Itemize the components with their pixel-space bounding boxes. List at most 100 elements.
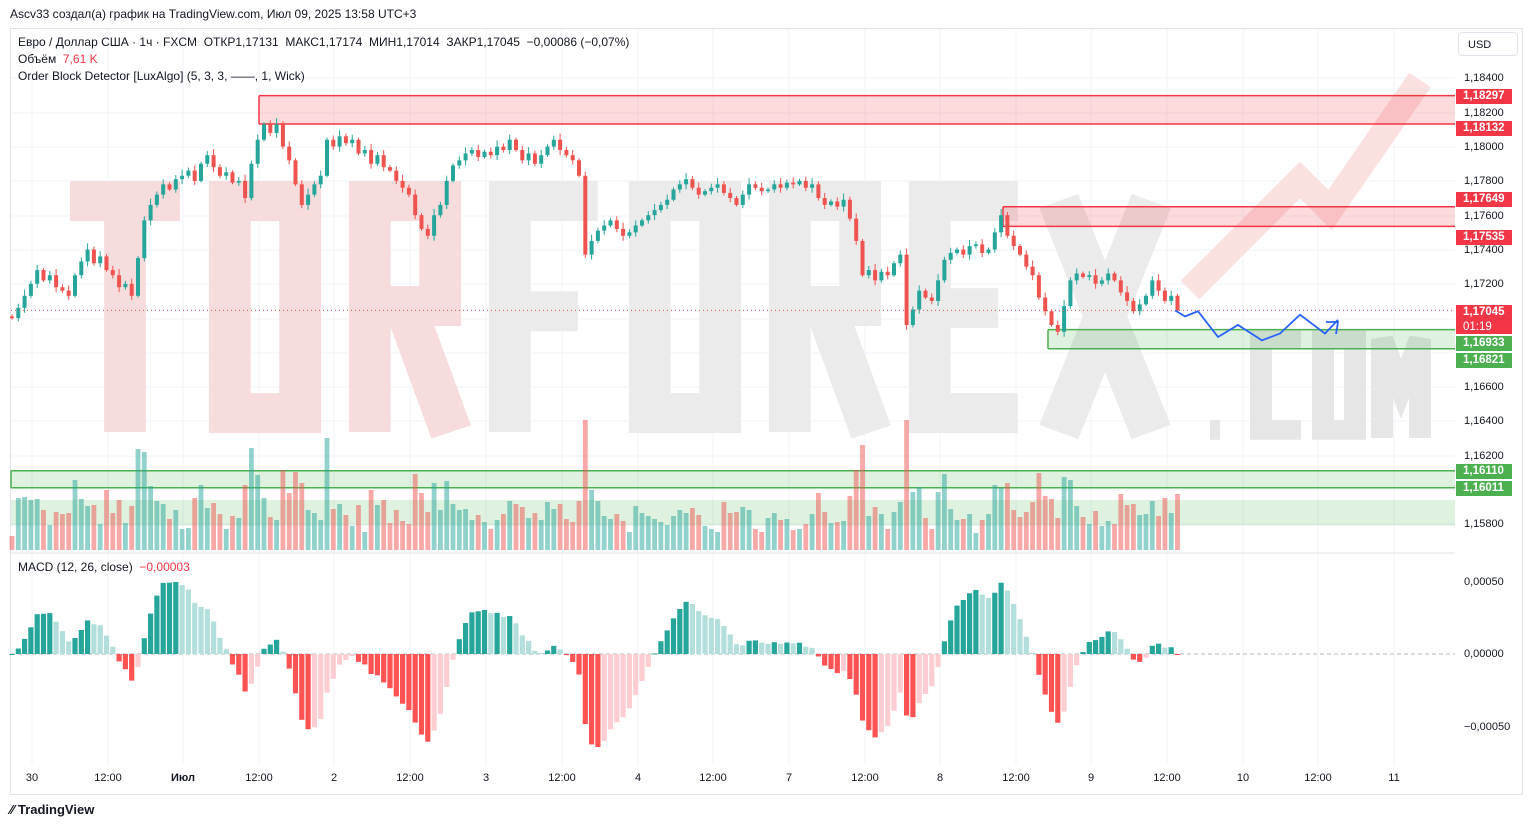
candle-body [47, 275, 52, 281]
price-label: 1,16821 [1456, 353, 1512, 368]
macd-histogram-bar [633, 654, 639, 696]
candle-body [469, 150, 474, 154]
volume-bar [1131, 504, 1136, 550]
candle-body [822, 198, 827, 205]
candle [249, 160, 254, 201]
macd-histogram-bar [746, 640, 752, 654]
candle-body [936, 280, 941, 301]
time-label: 10 [1236, 772, 1250, 784]
macd-histogram-bar [129, 654, 135, 681]
candle [463, 147, 468, 166]
volume-bar [211, 503, 216, 550]
candle-body [262, 124, 266, 140]
macd-histogram-bar [828, 654, 834, 669]
macd-histogram-bar [437, 654, 443, 714]
candle-body [835, 201, 840, 207]
candle [1118, 276, 1123, 296]
currency-button[interactable]: USD [1458, 32, 1518, 56]
volume-bar [160, 504, 166, 550]
tradingview-logo[interactable]: ⁄⁄ TradingView [10, 802, 94, 817]
candle-body [810, 184, 815, 188]
candle [381, 150, 386, 172]
candle-body [457, 160, 462, 166]
macd-histogram-bar [607, 654, 614, 730]
candle [784, 179, 789, 191]
candle-body [1162, 290, 1167, 301]
volume-bar [154, 501, 160, 550]
macd-histogram-bar [261, 648, 267, 654]
candle-body [35, 270, 40, 284]
volume-bar [696, 515, 702, 550]
volume-bar [1099, 526, 1105, 550]
candle [91, 246, 96, 266]
candle-body [123, 283, 128, 288]
candle-body [186, 170, 191, 176]
candle-body [236, 180, 241, 183]
candle [356, 137, 361, 156]
macd-histogram-bar [683, 601, 689, 654]
macd-histogram-bar [670, 618, 677, 654]
macd-histogram-bar [1067, 654, 1073, 687]
price-tick: 1,17800 [1464, 175, 1504, 187]
candle-body [1156, 280, 1161, 291]
macd-label[interactable]: MACD (12, 26, close) [18, 560, 133, 574]
volume-bar [475, 515, 481, 550]
macd-histogram-bar [481, 609, 488, 654]
candle-body [406, 187, 411, 195]
macd-histogram-bar [967, 593, 973, 654]
candle-body [545, 146, 550, 156]
candle-body [583, 175, 588, 255]
macd-histogram-bar [28, 627, 34, 654]
macd-histogram-bar [211, 621, 217, 654]
volume-bar [1168, 513, 1174, 550]
macd-histogram-bar [526, 640, 532, 654]
candle-body [312, 184, 317, 195]
macd-histogram-bar [1080, 651, 1086, 654]
candle [1131, 297, 1136, 314]
candle [690, 176, 695, 191]
candle-body [1049, 311, 1054, 325]
time-label: 11 [1388, 772, 1400, 784]
candle-body [942, 259, 947, 281]
candle [451, 163, 455, 183]
candle [287, 141, 292, 165]
candle-body [224, 172, 229, 176]
candle-body [986, 249, 991, 253]
macd-histogram-bar [878, 654, 884, 733]
price-label: 1,17649 [1456, 192, 1512, 207]
macd-histogram-bar [513, 623, 519, 654]
macd-histogram-bar [626, 654, 632, 709]
time-label: 12:00 [1002, 772, 1030, 784]
candle-body [205, 155, 210, 164]
candle-body [73, 275, 77, 296]
macd-histogram-bar [349, 654, 355, 656]
candle [961, 245, 966, 258]
candle [633, 220, 638, 237]
candle [841, 193, 846, 212]
macd-histogram-bar [740, 645, 746, 654]
volume-bar [847, 496, 853, 550]
candle [438, 201, 443, 218]
macd-histogram-bar [355, 654, 362, 662]
symbol-name[interactable]: Евро / Доллар США · 1ч · FXCM [18, 35, 198, 49]
candle [658, 201, 663, 213]
candle-body [1118, 280, 1123, 293]
candle-body [671, 189, 676, 200]
candle [652, 203, 657, 221]
candle [280, 121, 285, 150]
indicator-legend[interactable]: Order Block Detector [LuxAlgo] (5, 3, 3,… [18, 69, 305, 83]
macd-histogram-bar [645, 654, 651, 667]
candle [274, 118, 279, 138]
volume-label[interactable]: Объём [18, 52, 57, 66]
candle [236, 176, 241, 186]
candle-body [381, 155, 386, 168]
candle-body [318, 175, 323, 185]
candle-body [873, 270, 878, 281]
candle [873, 263, 878, 286]
candle [331, 135, 336, 150]
macd-histogram-bar [267, 644, 273, 654]
watermark-letter [348, 181, 471, 439]
volume-bar [967, 514, 972, 550]
price-tick: 1,16200 [1464, 450, 1504, 462]
